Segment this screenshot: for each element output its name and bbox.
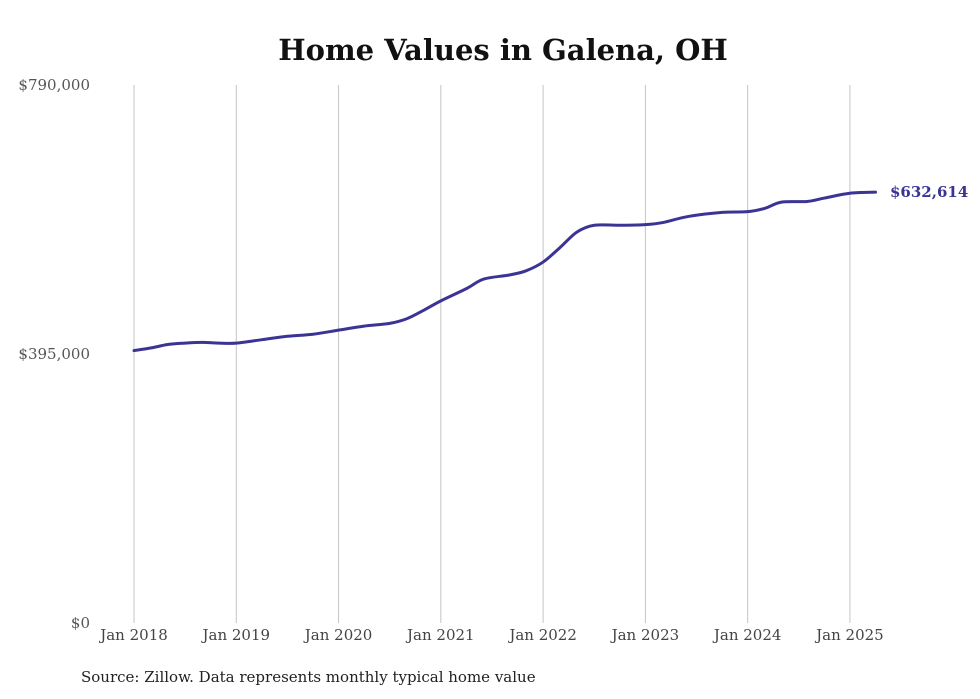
x-axis-ticks: Jan 2018 Jan 2019 Jan 2020 Jan 2021 Jan 2022…: [98, 626, 883, 644]
y-axis-ticks: $0 $395,000 $790,000: [18, 76, 90, 632]
y-tick-label: $395,000: [18, 345, 90, 363]
end-value-label: $632,614: [890, 183, 968, 201]
x-tick-label: Jan 2018: [98, 626, 168, 644]
y-tick-label: $0: [71, 614, 90, 632]
x-tick-label: Jan 2020: [303, 626, 373, 644]
grid-lines: [133, 85, 851, 623]
x-tick-label: Jan 2024: [712, 626, 782, 644]
x-tick-label: Jan 2023: [610, 626, 680, 644]
home-value-line: [132, 190, 877, 353]
chart-title: Home Values in Galena, OH: [278, 33, 728, 67]
x-tick-label: Jan 2019: [200, 626, 270, 644]
series-group: [132, 190, 877, 353]
x-tick-label: Jan 2025: [814, 626, 884, 644]
source-note: Source: Zillow. Data represents monthly …: [81, 668, 536, 686]
x-tick-label: Jan 2021: [405, 626, 475, 644]
y-tick-label: $790,000: [18, 76, 90, 94]
x-tick-label: Jan 2022: [507, 626, 577, 644]
